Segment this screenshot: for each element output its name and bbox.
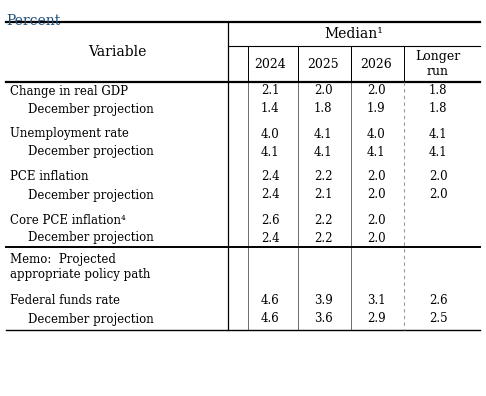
Text: December projection: December projection <box>28 232 154 244</box>
Text: 2.0: 2.0 <box>367 188 385 202</box>
Text: 4.1: 4.1 <box>260 145 279 158</box>
Text: Core PCE inflation⁴: Core PCE inflation⁴ <box>10 213 126 227</box>
Text: 2.0: 2.0 <box>367 232 385 244</box>
Text: 1.8: 1.8 <box>314 103 332 116</box>
Text: 2.0: 2.0 <box>367 213 385 227</box>
Text: December projection: December projection <box>28 145 154 158</box>
Text: 1.8: 1.8 <box>429 103 447 116</box>
Text: December projection: December projection <box>28 188 154 202</box>
Text: 2.5: 2.5 <box>429 312 447 326</box>
Text: 2.0: 2.0 <box>429 171 447 183</box>
Text: 4.6: 4.6 <box>260 295 279 308</box>
Text: December projection: December projection <box>28 312 154 326</box>
Text: 2.6: 2.6 <box>260 213 279 227</box>
Text: Change in real GDP: Change in real GDP <box>10 84 128 97</box>
Text: 3.9: 3.9 <box>313 295 332 308</box>
Text: 1.9: 1.9 <box>367 103 385 116</box>
Text: 4.1: 4.1 <box>429 128 447 141</box>
Text: 1.8: 1.8 <box>429 84 447 97</box>
Text: Percent: Percent <box>6 14 60 28</box>
Text: 2.4: 2.4 <box>260 232 279 244</box>
Text: 3.6: 3.6 <box>313 312 332 326</box>
Text: 2024: 2024 <box>254 57 286 70</box>
Text: 2.9: 2.9 <box>367 312 385 326</box>
Text: 4.6: 4.6 <box>260 312 279 326</box>
Text: 4.1: 4.1 <box>313 145 332 158</box>
Text: 2.0: 2.0 <box>429 188 447 202</box>
Text: Median¹: Median¹ <box>325 27 383 41</box>
Text: 2.0: 2.0 <box>313 84 332 97</box>
Text: Variable: Variable <box>88 45 146 59</box>
Text: 2025: 2025 <box>307 57 339 70</box>
Text: 2.0: 2.0 <box>367 84 385 97</box>
Text: 2.1: 2.1 <box>314 188 332 202</box>
Text: PCE inflation: PCE inflation <box>10 171 88 183</box>
Text: 4.1: 4.1 <box>367 145 385 158</box>
Text: 2.2: 2.2 <box>314 232 332 244</box>
Text: 2.0: 2.0 <box>367 171 385 183</box>
Text: 2.2: 2.2 <box>314 171 332 183</box>
Text: 2.4: 2.4 <box>260 171 279 183</box>
Text: 2.2: 2.2 <box>314 213 332 227</box>
Text: 2026: 2026 <box>360 57 392 70</box>
Text: 4.0: 4.0 <box>260 128 279 141</box>
Text: Unemployment rate: Unemployment rate <box>10 128 129 141</box>
Text: 1.4: 1.4 <box>260 103 279 116</box>
Text: 2.6: 2.6 <box>429 295 447 308</box>
Text: December projection: December projection <box>28 103 154 116</box>
Text: 2.1: 2.1 <box>261 84 279 97</box>
Text: 3.1: 3.1 <box>367 295 385 308</box>
Text: Memo:  Projected
appropriate policy path: Memo: Projected appropriate policy path <box>10 253 150 281</box>
Text: 2.4: 2.4 <box>260 188 279 202</box>
Text: Longer
run: Longer run <box>416 50 461 78</box>
Text: 4.0: 4.0 <box>366 128 385 141</box>
Text: 4.1: 4.1 <box>429 145 447 158</box>
Text: Federal funds rate: Federal funds rate <box>10 295 120 308</box>
Text: 4.1: 4.1 <box>313 128 332 141</box>
